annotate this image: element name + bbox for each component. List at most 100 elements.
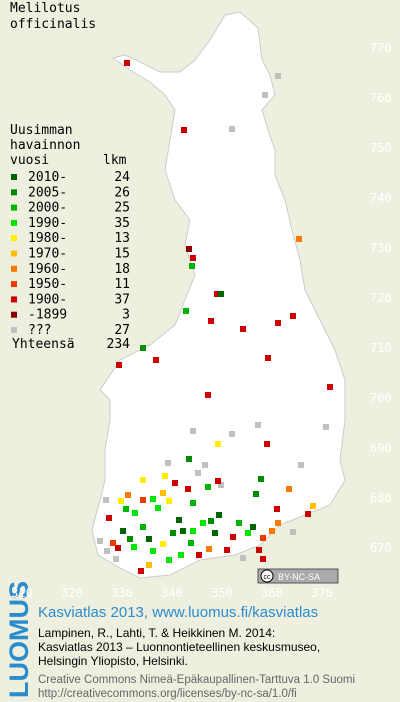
legend-heading: havainnon xyxy=(10,138,80,153)
legend-count: 13 xyxy=(114,231,130,246)
legend-swatch xyxy=(11,219,17,226)
badge-box xyxy=(257,568,339,584)
y-tick-label: 770 xyxy=(370,41,392,55)
y-tick-label: 680 xyxy=(370,491,392,505)
record-square xyxy=(155,505,161,511)
legend-label: 1970- xyxy=(28,247,67,262)
citation: Kasviatlas 2013 – Luonnontieteellinen ke… xyxy=(38,640,320,654)
record-square xyxy=(165,460,171,466)
record-square xyxy=(146,562,152,568)
record-square xyxy=(97,538,103,544)
legend-swatch xyxy=(11,265,17,272)
record-square xyxy=(176,517,182,523)
x-tick-label: 320 xyxy=(61,586,83,600)
record-square xyxy=(110,540,116,546)
record-square xyxy=(202,462,208,468)
species-title: officinalis xyxy=(10,17,96,32)
record-square xyxy=(255,422,261,428)
license-badge: cc BY-NC-SA xyxy=(257,568,339,584)
record-square xyxy=(208,518,214,524)
record-square xyxy=(183,308,189,314)
record-square xyxy=(103,497,109,503)
record-square xyxy=(178,552,184,558)
record-square xyxy=(264,441,270,447)
record-square xyxy=(160,541,166,547)
record-square xyxy=(240,555,246,561)
citation: Lampinen, R., Lahti, T. & Heikkinen M. 2… xyxy=(38,626,275,640)
legend-label: 1900- xyxy=(28,292,67,307)
record-square xyxy=(170,530,176,536)
legend-count: 35 xyxy=(114,216,130,231)
legend-label: 1950- xyxy=(28,277,67,292)
license-text: Creative Commons Nimeä-Epäkaupallinen-Ta… xyxy=(38,674,355,686)
record-square xyxy=(290,529,296,535)
legend-swatch xyxy=(11,327,17,333)
record-square xyxy=(180,528,186,534)
record-square xyxy=(274,506,280,512)
record-square xyxy=(190,428,196,434)
y-tick-label: 750 xyxy=(370,141,392,155)
record-square xyxy=(258,476,264,482)
record-square xyxy=(166,498,172,504)
record-square xyxy=(146,536,152,542)
record-square xyxy=(298,462,304,468)
record-square xyxy=(196,552,202,558)
record-square xyxy=(172,480,178,486)
legend-count: 26 xyxy=(114,185,130,200)
legend-count-heading: lkm xyxy=(103,153,127,168)
legend-swatch xyxy=(11,311,17,318)
record-square xyxy=(212,530,218,536)
record-square xyxy=(104,548,110,554)
record-square xyxy=(140,524,146,530)
y-tick-label: 760 xyxy=(370,91,392,105)
record-square xyxy=(140,345,146,351)
record-square xyxy=(250,524,256,530)
legend-label: 2005- xyxy=(28,185,67,200)
record-square xyxy=(215,478,221,484)
record-square xyxy=(290,313,296,319)
legend-heading: Uusimman xyxy=(10,123,73,138)
y-tick-label: 720 xyxy=(370,291,392,305)
record-square xyxy=(229,126,235,132)
record-square xyxy=(275,520,281,526)
license-text: http://creativecommons.org/licenses/by-n… xyxy=(38,688,297,700)
record-square xyxy=(116,362,122,368)
legend-swatch xyxy=(11,250,17,257)
record-square xyxy=(275,73,281,79)
record-square xyxy=(124,60,130,66)
record-square xyxy=(286,486,292,492)
legend-label: 2010- xyxy=(28,170,67,185)
record-square xyxy=(132,510,138,516)
legend-label: 1990- xyxy=(28,216,67,231)
record-square xyxy=(113,556,119,562)
record-square xyxy=(230,534,236,540)
record-square xyxy=(186,246,192,252)
record-square xyxy=(275,320,281,326)
record-square xyxy=(265,355,271,361)
legend-count: 11 xyxy=(114,277,130,292)
legend-swatch xyxy=(11,281,17,288)
record-square xyxy=(245,530,251,536)
record-square xyxy=(327,384,333,390)
record-square xyxy=(224,547,230,553)
legend-heading: vuosi xyxy=(10,153,49,168)
legend-count: 27 xyxy=(114,323,130,338)
record-square xyxy=(323,424,329,430)
record-square xyxy=(260,556,266,562)
legend-swatch xyxy=(11,296,17,303)
x-tick-label: 370 xyxy=(311,586,333,600)
record-square xyxy=(205,392,211,398)
record-square xyxy=(218,291,224,297)
legend-count: 24 xyxy=(114,170,130,185)
legend-swatch xyxy=(11,174,17,180)
legend-count: 3 xyxy=(122,308,130,323)
record-square xyxy=(253,491,259,497)
record-square xyxy=(206,546,212,552)
footer-headline: Kasviatlas 2013, www.luomus.fi/kasviatla… xyxy=(38,604,318,621)
x-tick-label: 350 xyxy=(211,586,233,600)
record-square xyxy=(190,500,196,506)
species-title: Melilotus xyxy=(10,1,80,16)
record-square xyxy=(150,548,156,554)
record-square xyxy=(262,92,268,98)
